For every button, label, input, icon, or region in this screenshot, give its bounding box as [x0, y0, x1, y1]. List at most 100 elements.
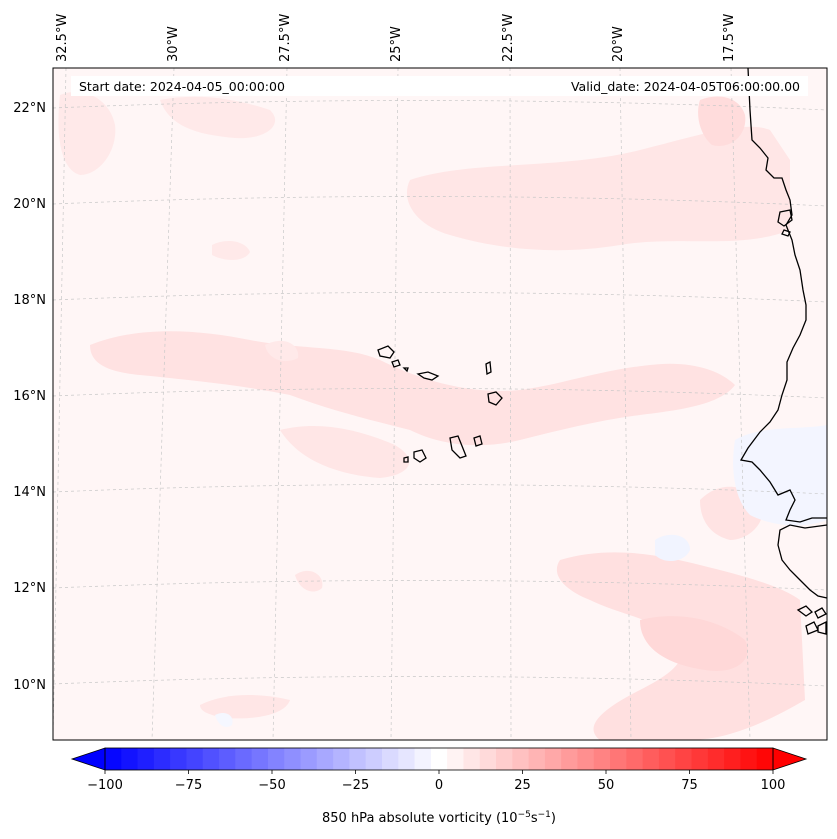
colorbar-label-end: ): [551, 811, 556, 826]
colorbar: −100 −75 −50 −25 0 25 50 75 100 850 hPa absolute…: [70, 747, 808, 826]
vorticity-patch-north-band: [406, 126, 790, 251]
colorbar-tick-label: −75: [175, 778, 202, 793]
colorbar-ticks: −100 −75 −50 −25 0 25 50 75 100: [87, 770, 785, 793]
vorticity-negative-coast: [733, 425, 827, 526]
colorbar-max-extension: [772, 747, 808, 771]
colorbar-cell: [658, 748, 676, 770]
colorbar-tick-label: 100: [761, 778, 786, 793]
gridline-lon-22.5W: [509, 67, 512, 741]
colorbar-cell: [121, 748, 139, 770]
colorbar-cell: [105, 748, 122, 770]
island-sao-vicente: [391, 359, 401, 368]
colorbar-tick-label: 50: [598, 778, 615, 793]
colorbar-cell: [610, 748, 627, 770]
colorbar-cell: [267, 748, 285, 770]
colorbar-cell: [479, 748, 497, 770]
valid-date-label: Valid_date: 2024-04-05T06:00:00.00: [571, 79, 800, 94]
colorbar-cell: [642, 748, 660, 770]
colorbar-cell: [756, 748, 774, 770]
colorbar-cell: [398, 748, 416, 770]
gridline-lon-27.5W: [272, 67, 288, 741]
gridline-lon-30W: [151, 67, 175, 741]
colorbar-cell: [463, 748, 481, 770]
island-boa-vista: [487, 391, 503, 406]
coastline-mainland: [739, 67, 827, 523]
vorticity-patch-south-center: [640, 616, 748, 671]
lon-label-27.5W: 27.5°W: [278, 14, 293, 62]
island-sal: [485, 360, 492, 376]
colorbar-cell: [284, 748, 302, 770]
colorbar-cell: [186, 748, 204, 770]
colorbar-min-extension: [70, 747, 106, 771]
gridline-lat-22N: [52, 100, 828, 111]
colorbar-tick-label: −50: [258, 778, 285, 793]
lon-label-20W: 20°W: [611, 26, 626, 62]
coastline-gambia-guinea: [777, 524, 828, 599]
graticule: [52, 67, 828, 741]
coastline-islands-bissagos: [796, 605, 827, 635]
colorbar-cell: [381, 748, 399, 770]
header-bar-background: [71, 76, 808, 96]
colorbar-tick-label: 25: [514, 778, 531, 793]
colorbar-cell: [137, 748, 155, 770]
coastline-cap-blanc-inlet: [777, 209, 793, 237]
colorbar-cell: [170, 748, 188, 770]
vorticity-patch-central-band: [90, 331, 735, 446]
lat-label-14N: 14°N: [13, 485, 46, 500]
gridline-lon-17.5W: [730, 67, 751, 741]
colorbar-cell: [512, 748, 530, 770]
vorticity-negative-bottom: [215, 713, 233, 727]
vorticity-field: [58, 91, 827, 740]
colorbar-cell: [593, 748, 611, 770]
vorticity-patch-southwest: [200, 695, 290, 719]
colorbar-cell: [561, 748, 579, 770]
island-sao-nicolau: [416, 371, 440, 381]
colorbar-cell: [202, 748, 220, 770]
gridline-lat-10N: [52, 676, 828, 687]
colorbar-cell: [447, 748, 465, 770]
colorbar-cell: [333, 748, 350, 770]
colorbar-label-mid: s: [531, 811, 538, 826]
island-fogo: [413, 449, 427, 463]
start-date-label: Start date: 2024-04-05_00:00:00: [79, 79, 285, 94]
colorbar-tick-label: 0: [435, 778, 443, 793]
colorbar-cell: [414, 748, 432, 770]
colorbar-cell: [528, 748, 546, 770]
map-panel: Start date: 2024-04-05_00:00:00 Valid_da…: [52, 67, 828, 741]
vorticity-patch-nw: [58, 91, 116, 175]
vorticity-patch-ne: [698, 96, 746, 146]
coastline: [377, 67, 828, 635]
island-santiago: [449, 435, 467, 459]
vorticity-patch-south-band: [556, 552, 805, 740]
gridline-lon-20W: [619, 67, 632, 741]
gridline-lat-20N: [52, 196, 828, 207]
vorticity-patch-mid-lower: [280, 425, 410, 478]
vorticity-patch-w-small: [212, 240, 250, 260]
colorbar-cell: [235, 748, 253, 770]
lat-label-12N: 12°N: [13, 581, 46, 596]
gridline-lat-18N: [52, 292, 828, 303]
colorbar-cell: [316, 748, 334, 770]
lon-label-32.5W: 32.5°W: [55, 14, 70, 62]
colorbar-label-exp2: −1: [538, 810, 551, 820]
vorticity-patch-sw-small: [295, 570, 323, 592]
colorbar-cell: [577, 748, 595, 770]
colorbar-cell: [724, 748, 742, 770]
island-maio: [473, 435, 483, 447]
island-santa-luzia: [402, 367, 409, 373]
vorticity-patch-mid-left: [265, 340, 299, 362]
colorbar-cell: [707, 748, 725, 770]
colorbar-tick-label: −25: [342, 778, 369, 793]
colorbar-cell: [300, 748, 318, 770]
colorbar-cell: [430, 748, 448, 770]
gridline-lon-25W: [390, 67, 399, 741]
colorbar-cell: [219, 748, 236, 770]
lat-label-10N: 10°N: [13, 678, 46, 693]
colorbar-cell: [365, 748, 383, 770]
longitude-labels: 32.5°W 30°W 27.5°W 25°W 22.5°W 20°W 17.5…: [55, 14, 737, 62]
colorbar-cells: [105, 748, 774, 770]
colorbar-label-text: 850 hPa absolute vorticity (10: [322, 811, 518, 826]
gridline-lat-14N: [52, 484, 828, 495]
gridline-lat-12N: [52, 580, 828, 591]
